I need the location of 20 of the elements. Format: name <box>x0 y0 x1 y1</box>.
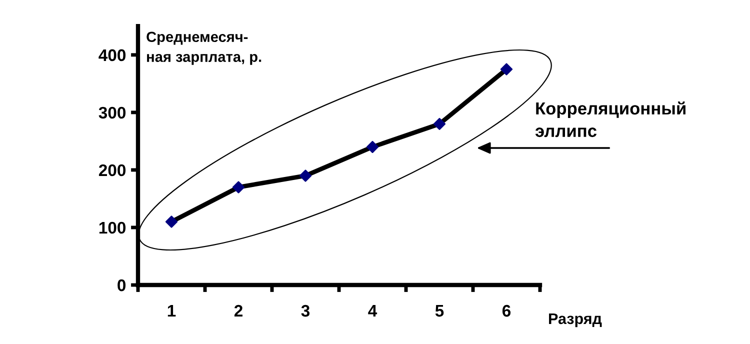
point <box>165 216 178 228</box>
x-tick-label: 2 <box>234 304 242 317</box>
y-tick-label: 300 <box>98 106 126 119</box>
point <box>232 181 245 194</box>
x-tick-label: 4 <box>368 305 378 317</box>
y-tick-label: 0 <box>118 279 126 292</box>
y-tick-label: 100 <box>99 222 126 234</box>
x-tick-label: 3 <box>301 304 310 317</box>
point <box>299 170 312 182</box>
point <box>366 140 379 154</box>
point <box>500 63 513 76</box>
y-tick-label: 400 <box>98 49 126 62</box>
point <box>433 118 446 130</box>
annotation: Корреляционный эллипс <box>535 102 686 138</box>
y-axis-title: Среднемесяч- ная зарплата, р. <box>146 32 262 65</box>
x-tick-label: 6 <box>502 304 511 317</box>
x-tick-label: 1 <box>168 305 176 317</box>
x-tick-label: 5 <box>435 305 444 317</box>
x-axis-title: Разряд <box>549 313 602 328</box>
y-tick-label: 200 <box>98 164 126 176</box>
